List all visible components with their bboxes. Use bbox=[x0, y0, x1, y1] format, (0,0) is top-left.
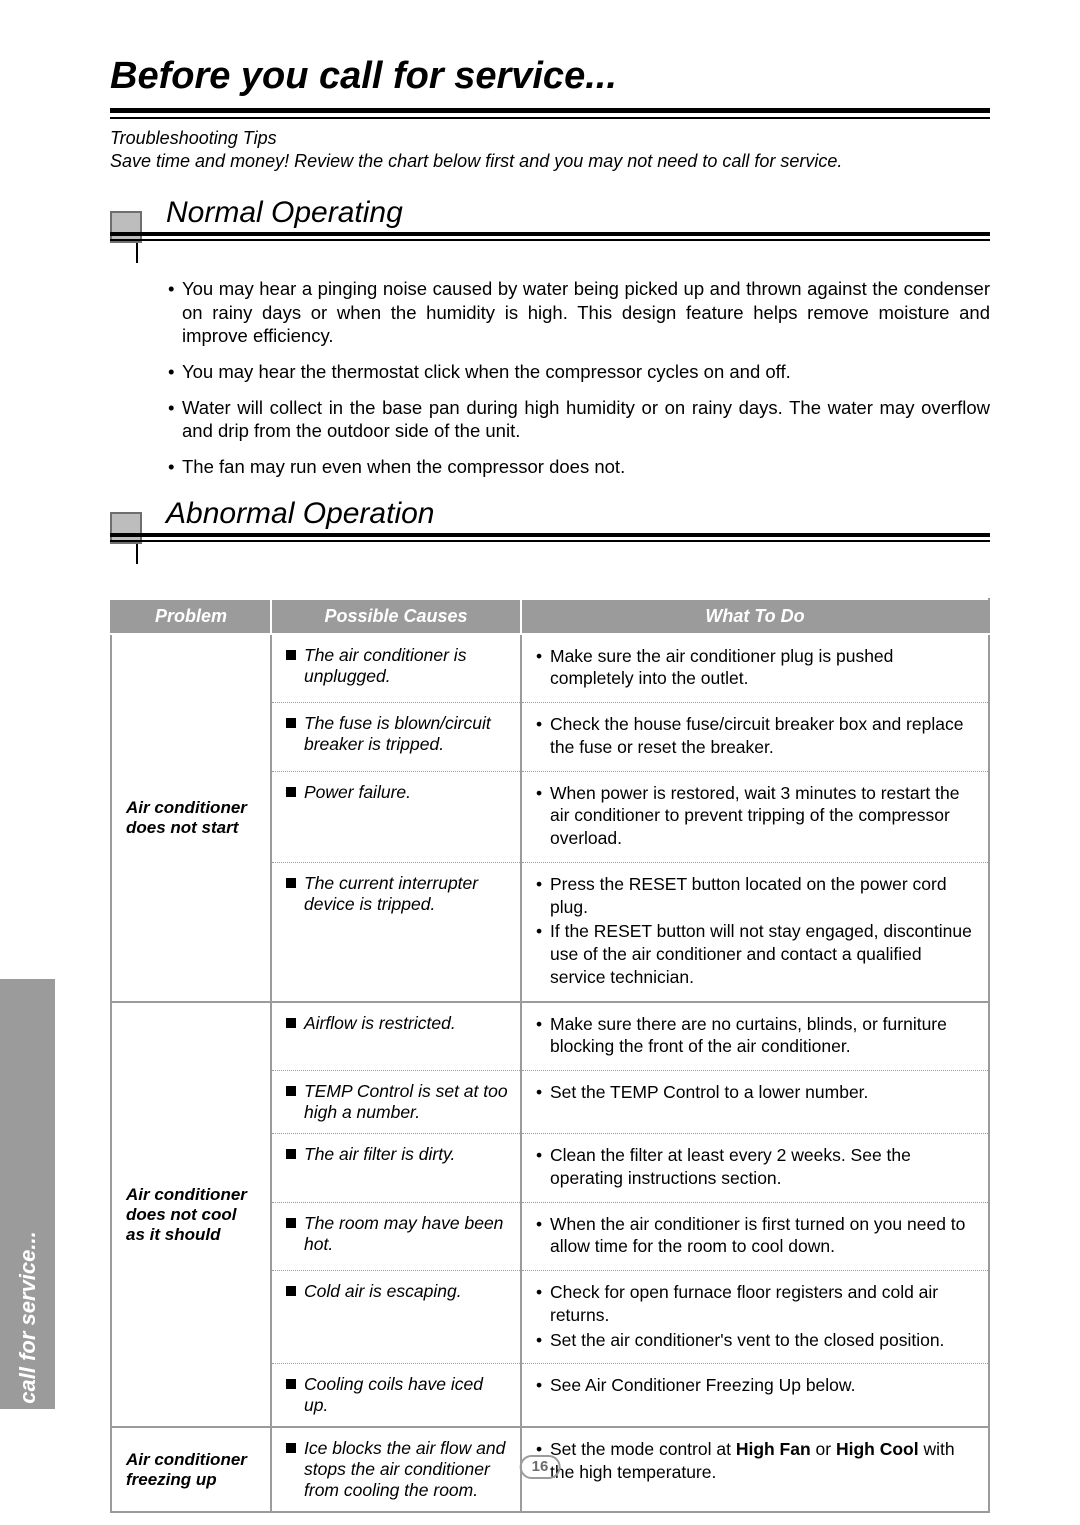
normal-bullet-list: You may hear a pinging noise caused by w… bbox=[168, 277, 990, 479]
todo-cell: Make sure the air conditioner plug is pu… bbox=[521, 634, 989, 703]
cause-cell: Cold air is escaping. bbox=[271, 1271, 521, 1364]
section-tail bbox=[136, 542, 138, 564]
tips-block: Troubleshooting Tips Save time and money… bbox=[110, 127, 990, 172]
section-head-normal: Normal Operating bbox=[110, 196, 990, 241]
todo-cell: Make sure there are no curtains, blinds,… bbox=[521, 1002, 989, 1071]
side-tab-label: Before you call for service... bbox=[15, 1231, 41, 1524]
page-number: 16 bbox=[520, 1455, 561, 1479]
trouble-table-wrap: Problem Possible Causes What To Do Air c… bbox=[110, 598, 990, 1514]
th-problem: Problem bbox=[111, 599, 271, 634]
section-head-abnormal: Abnormal Operation bbox=[110, 497, 990, 542]
page-number-badge: 16 bbox=[520, 1455, 561, 1479]
todo-cell: Set the TEMP Control to a lower number. bbox=[521, 1071, 989, 1134]
cause-cell: The air conditioner is unplugged. bbox=[271, 634, 521, 703]
bullet-item: Water will collect in the base pan durin… bbox=[168, 396, 990, 443]
cause-cell: Ice blocks the air flow and stops the ai… bbox=[271, 1427, 521, 1512]
todo-cell: Check the house fuse/circuit breaker box… bbox=[521, 703, 989, 772]
bullet-item: You may hear the thermostat click when t… bbox=[168, 360, 990, 384]
cause-cell: The air filter is dirty. bbox=[271, 1134, 521, 1203]
todo-cell: Clean the filter at least every 2 weeks.… bbox=[521, 1134, 989, 1203]
bullet-item: You may hear a pinging noise caused by w… bbox=[168, 277, 990, 348]
cause-cell: Airflow is restricted. bbox=[271, 1002, 521, 1071]
tips-heading: Troubleshooting Tips bbox=[110, 127, 990, 150]
trouble-table: Problem Possible Causes What To Do Air c… bbox=[110, 598, 990, 1514]
tips-sub: Save time and money! Review the chart be… bbox=[110, 150, 990, 173]
th-todo: What To Do bbox=[521, 599, 989, 634]
side-tab: Before you call for service... bbox=[0, 979, 55, 1409]
rule-thick bbox=[110, 108, 990, 113]
cause-cell: The current interrupter device is trippe… bbox=[271, 862, 521, 1001]
problem-cell: Air conditioner does not start bbox=[111, 634, 271, 1002]
page-title: Before you call for service... bbox=[110, 55, 990, 104]
section-title-abnormal: Abnormal Operation bbox=[158, 497, 990, 533]
todo-cell: Press the RESET button located on the po… bbox=[521, 862, 989, 1001]
section-tail bbox=[136, 241, 138, 263]
problem-cell: Air conditioner does not cool as it shou… bbox=[111, 1002, 271, 1428]
cause-cell: The fuse is blown/circuit breaker is tri… bbox=[271, 703, 521, 772]
cause-cell: Cooling coils have iced up. bbox=[271, 1364, 521, 1428]
todo-cell: When the air conditioner is first turned… bbox=[521, 1202, 989, 1271]
cause-cell: The room may have been hot. bbox=[271, 1202, 521, 1271]
bullet-item: The fan may run even when the compressor… bbox=[168, 455, 990, 479]
todo-cell: Set the mode control at High Fan or High… bbox=[521, 1427, 989, 1512]
problem-cell: Air conditioner freezing up bbox=[111, 1427, 271, 1512]
cause-cell: Power failure. bbox=[271, 771, 521, 862]
todo-cell: See Air Conditioner Freezing Up below. bbox=[521, 1364, 989, 1428]
todo-cell: When power is restored, wait 3 minutes t… bbox=[521, 771, 989, 862]
section-title-normal: Normal Operating bbox=[158, 196, 990, 232]
cause-cell: TEMP Control is set at too high a number… bbox=[271, 1071, 521, 1134]
th-causes: Possible Causes bbox=[271, 599, 521, 634]
todo-cell: Check for open furnace floor registers a… bbox=[521, 1271, 989, 1364]
page-content: Before you call for service... Troublesh… bbox=[110, 55, 990, 1513]
rule-thin bbox=[110, 117, 990, 119]
